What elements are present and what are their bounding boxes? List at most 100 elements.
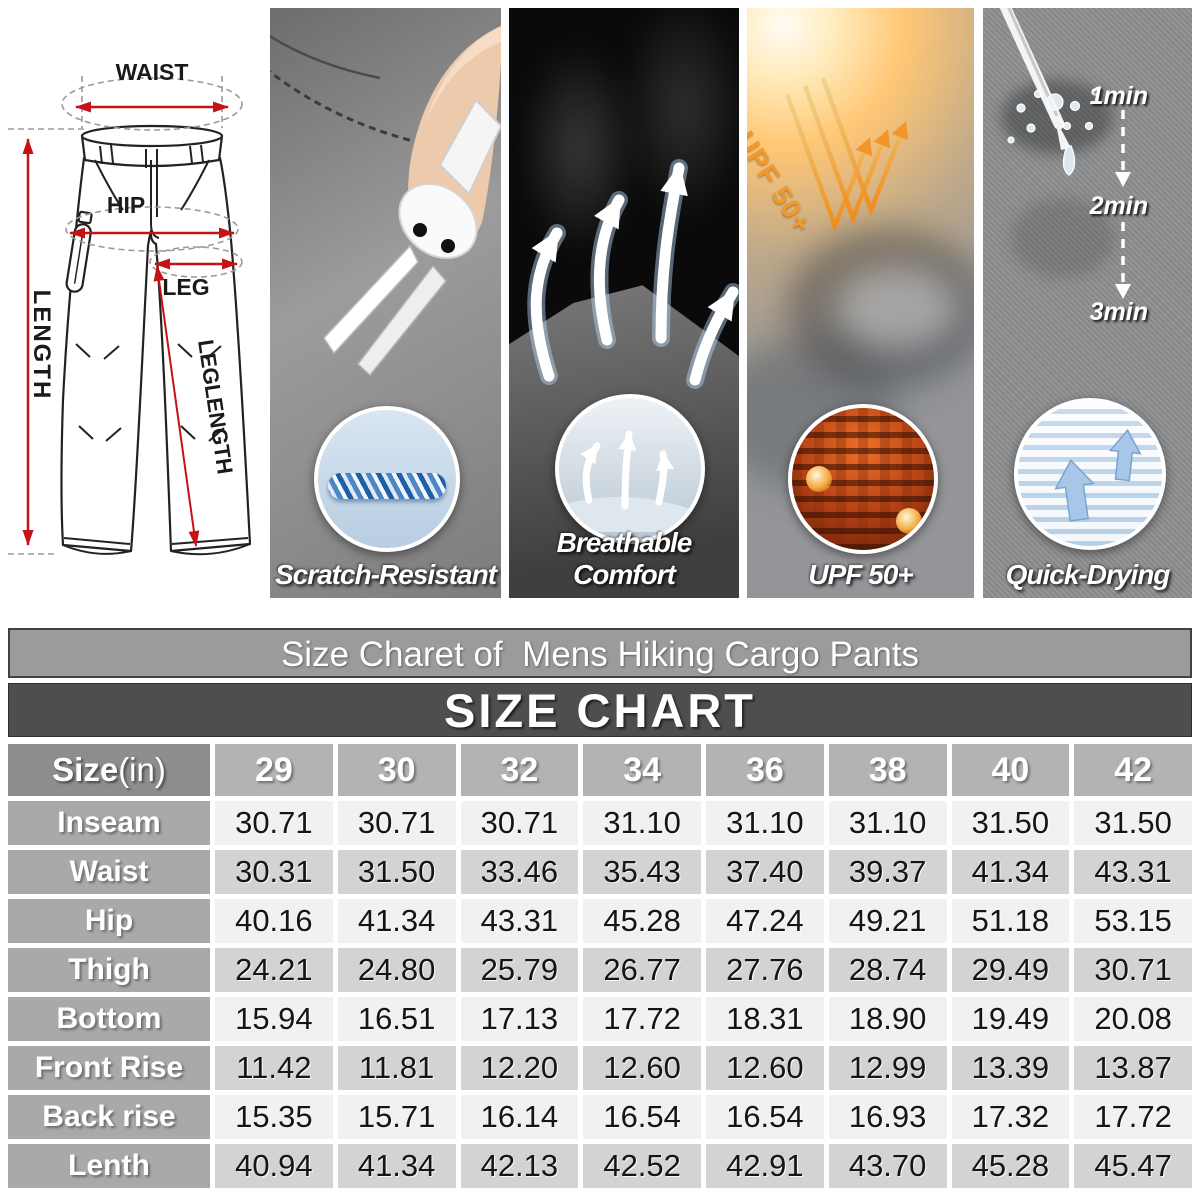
table-cell: 19.49	[951, 997, 1070, 1041]
table-cell: 43.31	[1074, 850, 1192, 894]
vapor-arrow	[655, 162, 688, 344]
feature-panel-breathable: Breathable Comfort	[509, 8, 739, 598]
table-cell: 30.71	[1074, 948, 1192, 992]
size-chart-table: Size Charet of Mens Hiking Cargo Pants S…	[8, 628, 1192, 1193]
size-column-header: 34	[583, 744, 701, 796]
feature-panel-upf: UPF 50+ UPF 50+	[747, 8, 974, 598]
uv-bounce-arrow	[820, 77, 909, 217]
table-cell: 29.49	[951, 948, 1070, 992]
table-cell: 20.08	[1074, 997, 1192, 1041]
table-cell: 12.60	[706, 1046, 824, 1090]
table-cell: 35.43	[583, 850, 701, 894]
vapor-arrow	[593, 194, 625, 346]
table-cell: 17.32	[951, 1095, 1070, 1139]
snips-tool-graphic	[323, 98, 501, 377]
table-cell: 12.99	[828, 1046, 947, 1090]
twisted-thread-graphic	[327, 473, 447, 500]
table-cell: 31.10	[583, 801, 701, 845]
table-cell: 26.77	[583, 948, 701, 992]
uv-bounce-arrow	[802, 85, 891, 225]
quickdry-weave-inset	[1014, 398, 1166, 550]
table-cell: 41.34	[337, 1144, 456, 1188]
water-drop	[1062, 145, 1076, 176]
vapor-arrow	[689, 286, 739, 386]
table-cell: 15.71	[337, 1095, 456, 1139]
row-label: Hip	[8, 899, 210, 943]
size-corner-cell: Size (in)	[8, 744, 210, 796]
table-cell: 12.60	[583, 1046, 701, 1090]
row-label: Front Rise	[8, 1046, 210, 1090]
table-cell: 41.34	[951, 850, 1070, 894]
table-cell: 30.31	[215, 850, 333, 894]
row-label: Thigh	[8, 948, 210, 992]
table-cell: 18.90	[828, 997, 947, 1041]
scratch-resistant-caption: Scratch-Resistant	[274, 559, 497, 590]
upf-fiber-inset	[788, 404, 938, 554]
table-cell: 13.39	[951, 1046, 1070, 1090]
table-cell: 51.18	[951, 899, 1070, 943]
table-cell: 16.51	[337, 997, 456, 1041]
table-cell: 53.15	[1074, 899, 1192, 943]
table-cell: 47.24	[706, 899, 824, 943]
breathable-inset	[555, 394, 705, 544]
table-cell: 16.93	[828, 1095, 947, 1139]
belt-loops	[99, 144, 204, 168]
table-cell: 45.28	[583, 899, 701, 943]
table-row: Lenth 40.94 41.34 42.13 42.52 42.91 43.70 45.28…	[8, 1144, 1192, 1188]
table-cell: 43.70	[828, 1144, 947, 1188]
size-corner-unit: (in)	[118, 751, 166, 788]
upf-caption: UPF 50+	[808, 559, 913, 590]
leg-label: LEG	[162, 274, 209, 300]
row-label: Lenth	[8, 1144, 210, 1188]
table-cell: 39.37	[828, 850, 947, 894]
rivet-dot	[441, 239, 455, 253]
pants-measurement-diagram: WAIST HIP LEG LENGTH LEGLENGTH	[8, 59, 252, 556]
splash-droplets	[1007, 88, 1099, 144]
table-row: Thigh 24.21 24.80 25.79 26.77 27.76 28.74 29.49…	[8, 948, 1192, 992]
table-cell: 40.94	[215, 1144, 333, 1188]
left-pocket	[94, 159, 124, 211]
table-row: Bottom 15.94 16.51 17.13 17.72 18.31 18.90 19.4…	[8, 997, 1192, 1041]
table-cell: 30.71	[337, 801, 456, 845]
table-cell: 31.50	[1074, 801, 1192, 845]
table-row: Back rise 15.35 15.71 16.14 16.54 16.54 16.93 1…	[8, 1095, 1192, 1139]
table-cell: 25.79	[460, 948, 579, 992]
quickdry-graphic	[999, 8, 1131, 299]
time-label-3min: 3min	[1089, 298, 1148, 326]
row-label: Inseam	[8, 801, 210, 845]
table-row: Hip 40.16 41.34 43.31 45.28 47.24 49.21 51.18 53…	[8, 899, 1192, 943]
row-label: Waist	[8, 850, 210, 894]
size-column-header: 38	[828, 744, 947, 796]
table-cell: 24.21	[215, 948, 333, 992]
right-pocket	[180, 159, 210, 211]
table-cell: 28.74	[828, 948, 947, 992]
hip-label: HIP	[107, 192, 145, 218]
size-corner-label: Size	[52, 751, 119, 788]
table-cell: 11.81	[337, 1046, 456, 1090]
table-cell: 17.13	[460, 997, 579, 1041]
size-chart-banner: SIZE CHART	[8, 683, 1192, 737]
size-chart-subtitle: Size Charet of Mens Hiking Cargo Pants	[8, 628, 1192, 678]
thread-strength-inset	[314, 406, 460, 552]
uv-arrows-graphic	[784, 77, 909, 233]
table-cell: 45.28	[951, 1144, 1070, 1188]
table-row: Inseam 30.71 30.71 30.71 31.10 31.10 31.10 31.5…	[8, 801, 1192, 845]
size-column-header: 30	[337, 744, 456, 796]
fabric-seam-stitches	[270, 69, 426, 146]
feature-panel-quick-drying: 1min 2min 3min Quick-Drying	[983, 8, 1192, 598]
table-cell: 17.72	[1074, 1095, 1192, 1139]
table-cell: 43.31	[460, 899, 579, 943]
table-cell: 30.71	[215, 801, 333, 845]
table-cell: 16.14	[460, 1095, 579, 1139]
measurement-arrows	[22, 101, 238, 547]
waist-label: WAIST	[116, 59, 189, 85]
length-label: LENGTH	[28, 290, 55, 401]
table-cell: 45.47	[1074, 1144, 1192, 1188]
row-label: Bottom	[8, 997, 210, 1041]
uv-bead	[806, 466, 832, 492]
size-column-header: 32	[460, 744, 579, 796]
breathable-caption: Breathable Comfort	[556, 527, 693, 590]
table-cell: 11.42	[215, 1046, 333, 1090]
uv-bead	[896, 508, 922, 534]
